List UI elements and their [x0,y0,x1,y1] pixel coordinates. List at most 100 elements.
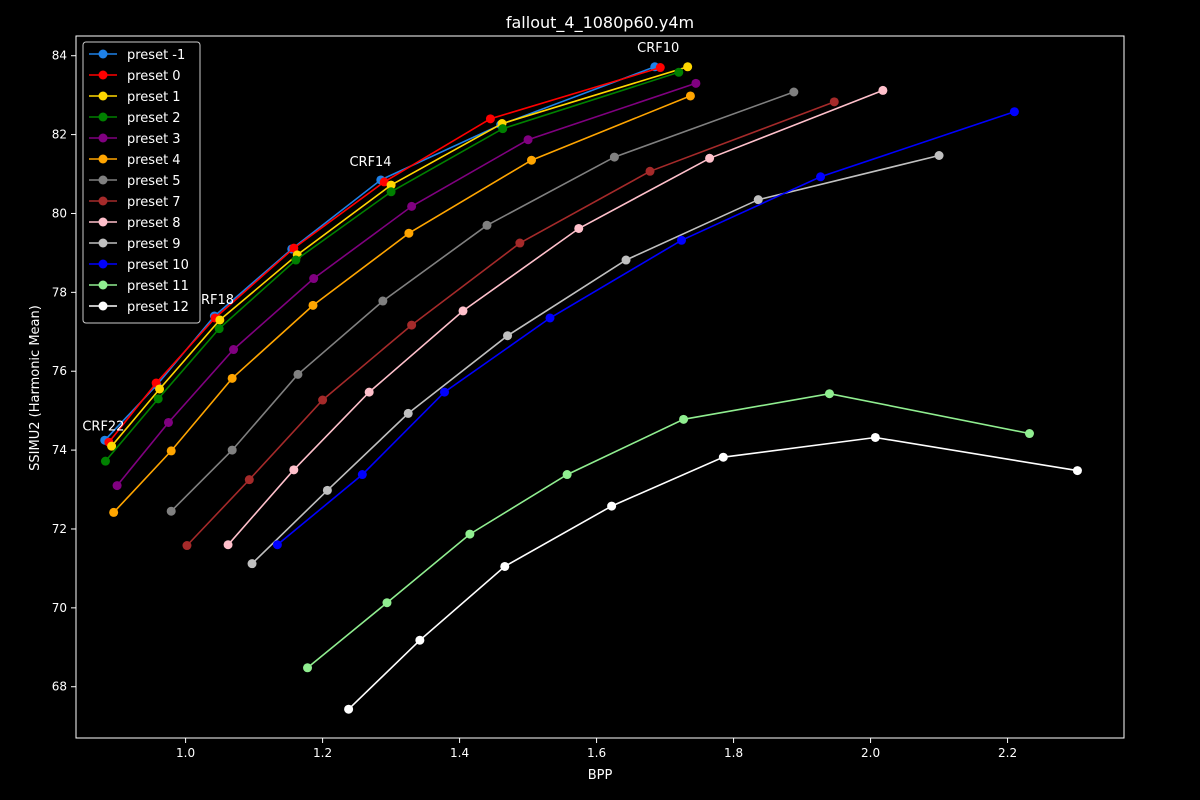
data-point [344,704,354,714]
y-tick-label: 72 [52,522,67,536]
data-point [574,223,584,233]
data-point [753,195,763,205]
legend-entry: preset 0 [89,69,181,84]
data-point [415,635,425,645]
series-preset-2 [100,67,684,466]
data-point [674,67,684,77]
data-point [166,446,176,456]
annotation-label: CRF14 [349,155,391,170]
data-point [272,540,282,550]
plot-frame [75,35,1125,739]
data-point [458,306,468,316]
data-point [364,387,374,397]
data-point [293,369,303,379]
legend-entry: preset 10 [89,258,189,273]
legend-marker [98,154,108,164]
legend-label: preset 2 [127,111,181,126]
data-point [166,506,176,516]
data-point [685,91,695,101]
data-point [227,373,237,383]
data-point [718,452,728,462]
data-point [677,235,687,245]
legend-label: preset 7 [127,195,181,210]
data-point [609,152,619,162]
data-point [318,395,328,405]
series-preset-0 [104,63,665,447]
data-point [308,300,318,310]
legend-marker [98,280,108,290]
legend-marker [98,196,108,206]
data-point [244,475,254,485]
data-point [829,97,839,107]
legend-label: preset 10 [127,258,189,273]
legend: preset -1 preset 0 preset 1 preset 2 preset … [82,41,201,324]
legend-entry: preset 4 [89,153,181,168]
legend-marker [98,175,108,185]
y-tick-label: 74 [52,443,67,457]
data-point [1072,466,1082,476]
legend-entry: preset 3 [89,132,181,147]
series-preset-4 [109,91,695,517]
data-point [378,296,388,306]
legend-marker [98,259,108,269]
data-point [289,243,299,253]
data-point [645,166,655,176]
data-point [382,598,392,608]
legend-label: preset 5 [127,174,181,189]
data-point [705,153,715,163]
data-point [503,331,513,341]
legend-marker [98,49,108,59]
annotations: CRF10 CRF14 CRF18 CRF22 [82,41,679,435]
legend-entry: preset 12 [89,300,189,315]
series-preset-9 [247,150,944,569]
y-tick-label: 80 [52,206,67,220]
legend-box [82,41,201,324]
legend-entry: preset 7 [89,195,181,210]
data-point [527,155,537,165]
data-point [607,501,617,511]
x-tick-label: 1.6 [587,746,606,760]
data-point [562,470,572,480]
data-point [386,180,396,190]
y-tick-label: 68 [52,680,67,694]
data-point [309,274,319,284]
legend-label: preset 4 [127,153,181,168]
y-axis-label: SSIMU2 (Harmonic Mean) [28,305,43,471]
y-tick-label: 82 [52,128,67,142]
y-tick-label: 76 [52,364,67,378]
data-point [386,187,396,197]
data-point [498,124,508,134]
data-point [155,384,165,394]
data-point [655,63,665,73]
data-point [816,172,826,182]
data-point [485,114,495,124]
data-point [403,408,413,418]
legend-label: preset 8 [127,216,181,231]
data-point [379,177,389,187]
data-point [789,87,799,97]
data-point [934,150,944,160]
data-point [289,465,299,475]
legend-marker [98,238,108,248]
data-point [1024,429,1034,439]
series-preset-5 [166,87,799,516]
y-tick-label: 70 [52,601,67,615]
data-point [215,315,225,325]
data-point [691,78,701,88]
legend-label: preset -1 [127,48,185,63]
series-layer [100,62,1082,714]
series-preset-11 [303,389,1034,673]
data-point [404,228,414,238]
data-point [227,445,237,455]
data-point [100,456,110,466]
data-point [878,85,888,95]
y-tick-label: 84 [52,49,67,63]
x-tick-label: 1.8 [724,746,743,760]
legend-label: preset 9 [127,237,181,252]
x-tick-label: 1.4 [450,746,469,760]
legend-label: preset 11 [127,279,189,294]
data-point [407,201,417,211]
legend-label: preset 1 [127,90,181,105]
annotation-label: CRF22 [82,419,124,434]
series-preset-7 [182,97,839,551]
